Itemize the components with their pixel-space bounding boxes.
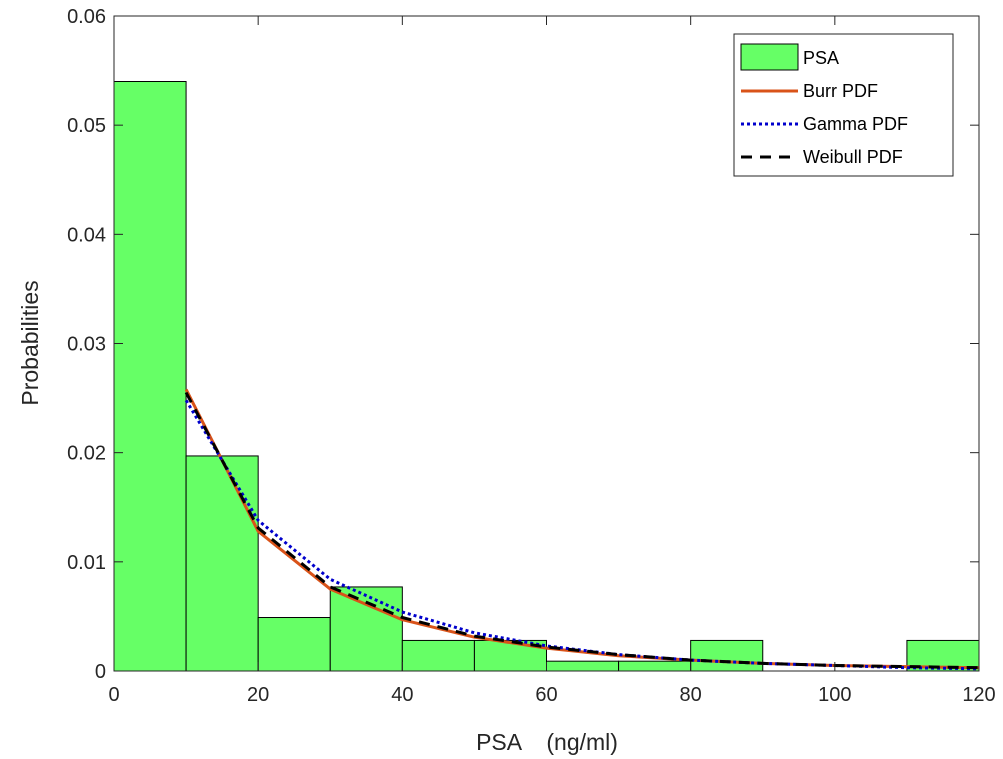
legend-swatch-psa: [740, 43, 799, 71]
x-tick-label: 0: [108, 684, 119, 706]
legend-label-weibull: Weibull PDF: [803, 147, 903, 167]
y-tick-label: 0: [95, 661, 106, 683]
x-axis-label: PSA (ng/ml): [476, 729, 618, 755]
legend: PSA Burr PDF Gamma PDF Weibull PDF: [733, 33, 954, 177]
histogram-bar: [329, 586, 403, 672]
y-tick-label: 0.02: [67, 443, 106, 465]
histogram-bar: [185, 455, 259, 672]
y-axis-ticks: 0 0.01 0.02 0.03 0.04 0.05 0.06: [67, 6, 979, 683]
x-axis-ticks: 0 20 40 60 80 100 120: [108, 16, 996, 706]
histogram-bar: [546, 660, 620, 672]
x-tick-label: 20: [247, 684, 269, 706]
series-line-gamma-pdf: [184, 399, 980, 671]
y-tick-label: 0.05: [67, 115, 106, 137]
histogram-bar: [690, 639, 764, 672]
y-tick-label: 0.06: [67, 6, 106, 28]
x-tick-label: 100: [818, 684, 851, 706]
histogram-bar: [618, 660, 692, 672]
legend-label-psa: PSA: [803, 48, 839, 68]
x-tick-label: 60: [535, 684, 557, 706]
histogram-bars: [113, 81, 980, 672]
y-tick-label: 0.01: [67, 552, 106, 574]
histogram-bar: [401, 639, 475, 672]
legend-label-gamma: Gamma PDF: [803, 114, 908, 134]
legend-label-burr: Burr PDF: [803, 81, 878, 101]
histogram-bar: [257, 617, 331, 672]
series-line-weibull-pdf: [184, 391, 980, 670]
pdf-curves: [184, 388, 980, 671]
x-tick-label: 80: [680, 684, 702, 706]
y-axis-label: Probabilities: [17, 280, 43, 405]
series-line-burr-pdf: [184, 388, 980, 670]
x-tick-label: 120: [962, 684, 995, 706]
y-tick-label: 0.03: [67, 334, 106, 356]
histogram-bar: [113, 81, 187, 672]
y-tick-label: 0.04: [67, 224, 106, 246]
x-tick-label: 40: [391, 684, 413, 706]
